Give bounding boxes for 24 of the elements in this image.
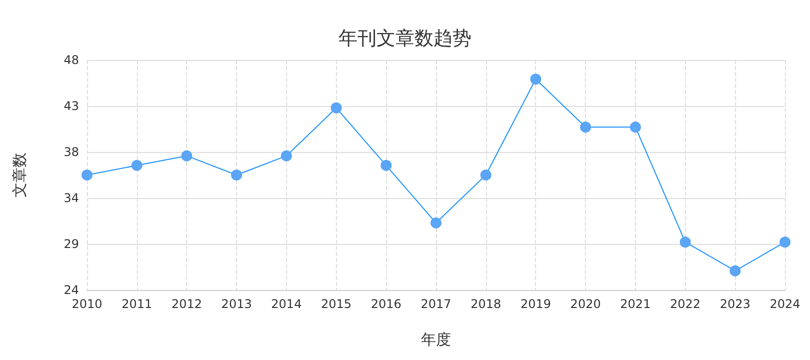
x-tick-label: 2015 <box>321 297 352 311</box>
x-tick-label: 2019 <box>520 297 551 311</box>
x-tick-label: 2011 <box>122 297 152 311</box>
y-tick-label: 38 <box>64 145 79 159</box>
x-tick-label: 2020 <box>570 297 601 311</box>
x-tick-label: 2024 <box>770 297 800 311</box>
x-tick-label: 2023 <box>720 297 750 311</box>
x-tick-label: 2013 <box>221 297 252 311</box>
y-tick-label: 43 <box>64 99 79 113</box>
x-tick-label: 2022 <box>670 297 701 311</box>
y-tick-label: 34 <box>64 191 79 205</box>
x-tick-label: 2012 <box>171 297 202 311</box>
x-tick-label: 2016 <box>370 297 402 311</box>
x-tick-label: 2017 <box>420 297 452 311</box>
y-tick-label: 24 <box>64 283 79 297</box>
x-tick-label: 2018 <box>470 297 502 311</box>
chart-title: 年刊文章数趋势 <box>338 28 472 50</box>
x-axis-title: 年度 <box>421 330 451 348</box>
y-tick-label: 29 <box>64 237 79 251</box>
x-tick-label: 2010 <box>72 297 102 311</box>
y-tick-label: 48 <box>64 53 79 67</box>
y-axis-title: 文章数 <box>10 152 28 198</box>
x-tick-label: 2014 <box>271 297 302 311</box>
x-tick-label: 2021 <box>620 297 651 311</box>
